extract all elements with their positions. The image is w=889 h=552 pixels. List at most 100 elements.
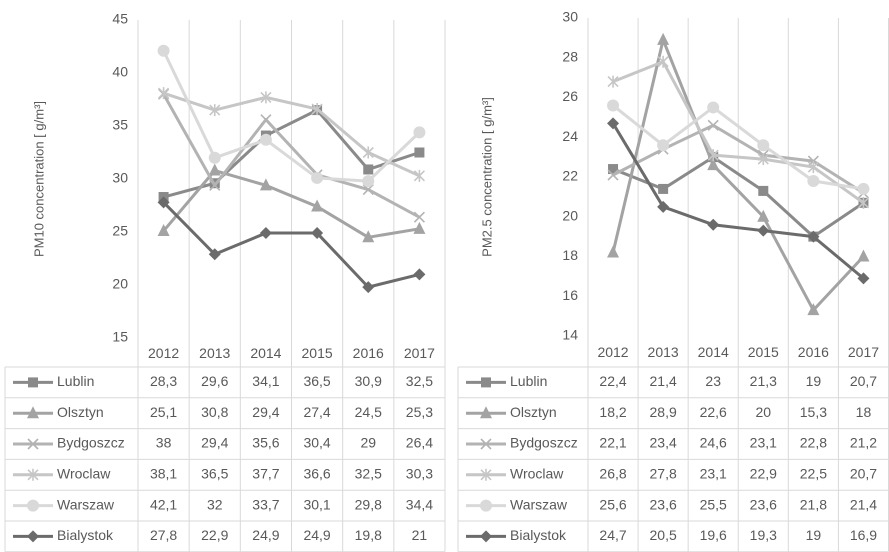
marker <box>657 55 669 68</box>
table-cell: 22,6 <box>700 404 727 420</box>
table-cell: 25,5 <box>700 496 727 512</box>
marker <box>413 169 425 182</box>
marker <box>757 153 769 166</box>
legend-entry: Lublin <box>466 373 547 389</box>
marker <box>158 87 170 100</box>
legend-label: Bydgoszcz <box>57 435 125 451</box>
x-tick-label: 2013 <box>648 344 679 360</box>
legend-label: Olsztyn <box>57 404 104 420</box>
marker <box>27 438 39 450</box>
legend-entry: Bydgoszcz <box>466 435 578 451</box>
table-cell: 33,7 <box>252 496 279 512</box>
x-tick-label: 2012 <box>148 345 179 361</box>
marker <box>707 101 720 114</box>
marker <box>707 149 719 162</box>
marker <box>209 179 221 191</box>
series-line <box>163 108 420 199</box>
table-cell: 37,7 <box>252 466 279 482</box>
marker <box>857 272 870 285</box>
marker <box>807 303 820 316</box>
marker <box>311 103 323 116</box>
table-cell: 23 <box>705 373 721 389</box>
series-line <box>163 91 421 178</box>
x-tick-label: 2017 <box>848 344 879 360</box>
marker <box>259 227 272 240</box>
table-cell: 21 <box>412 527 428 543</box>
marker <box>607 245 620 258</box>
table-cell: 30,4 <box>303 435 330 451</box>
marker <box>480 499 492 512</box>
marker <box>757 139 770 152</box>
marker <box>480 530 492 543</box>
marker <box>260 91 272 104</box>
series-line <box>611 38 865 312</box>
legend-entry: Wroclaw <box>13 466 111 482</box>
y-tick-label: 14 <box>562 327 578 343</box>
table-cell: 25,1 <box>150 404 177 420</box>
series-line <box>611 122 865 280</box>
table-cell: 20 <box>756 404 772 420</box>
y-tick-label: 35 <box>112 117 128 133</box>
legend-entry: Bydgoszcz <box>13 435 125 451</box>
table-cell: 30,1 <box>303 496 330 512</box>
y-tick-label: 25 <box>112 223 128 239</box>
table-cell: 19,6 <box>700 527 727 543</box>
y-axis-title: PM2.5 concentration [ g/m³] <box>479 97 494 257</box>
table-cell: 30,9 <box>355 373 382 389</box>
table-cell: 30,8 <box>201 404 228 420</box>
table-cell: 19,8 <box>355 527 382 543</box>
table-cell: 34,4 <box>406 496 433 512</box>
legend-entry: Olsztyn <box>466 404 557 420</box>
table-cell: 32,5 <box>355 466 382 482</box>
marker <box>857 249 870 262</box>
y-tick-label: 30 <box>112 170 128 186</box>
marker <box>657 139 670 152</box>
marker <box>857 196 870 209</box>
table-cell: 29,4 <box>252 404 279 420</box>
table-cell: 21,8 <box>800 496 827 512</box>
table-cell: 16,9 <box>850 527 877 543</box>
y-tick-label: 15 <box>112 329 128 345</box>
table-cell: 30,3 <box>406 466 433 482</box>
legend-label: Warszaw <box>510 496 568 512</box>
marker <box>413 211 425 223</box>
table-cell: 24,9 <box>252 527 279 543</box>
marker <box>758 185 769 196</box>
marker <box>757 224 770 237</box>
y-tick-label: 20 <box>112 276 128 292</box>
legend-entry: Lublin <box>13 373 94 389</box>
legend-entry: Bialystok <box>13 527 114 543</box>
table-cell: 25,6 <box>599 496 626 512</box>
marker <box>413 221 426 234</box>
marker <box>414 147 425 158</box>
table-cell: 29,6 <box>201 373 228 389</box>
legend-entry: Bialystok <box>466 527 567 543</box>
table-cell: 36,6 <box>303 466 330 482</box>
marker <box>208 248 221 261</box>
marker <box>208 163 221 176</box>
x-tick-label: 2016 <box>353 345 384 361</box>
legend-entry: Wroclaw <box>466 466 564 482</box>
table-cell: 22,8 <box>800 435 827 451</box>
legend-label: Bydgoszcz <box>510 435 578 451</box>
marker <box>27 530 39 543</box>
marker <box>157 223 170 236</box>
table-cell: 34,1 <box>252 373 279 389</box>
marker <box>607 169 619 181</box>
marker <box>413 268 426 281</box>
table-cell: 23,1 <box>700 466 727 482</box>
marker <box>757 209 770 222</box>
marker <box>362 184 374 196</box>
x-tick-label: 2014 <box>250 345 281 361</box>
series-line <box>162 201 420 289</box>
table-cell: 20,7 <box>850 466 877 482</box>
marker <box>607 75 619 88</box>
marker <box>480 468 492 481</box>
legend-entry: Warszaw <box>13 496 115 512</box>
table-cell: 20,5 <box>650 527 677 543</box>
marker <box>311 171 324 184</box>
table-cell: 20,7 <box>850 373 877 389</box>
table-cell: 36,5 <box>201 466 228 482</box>
table-cell: 23,6 <box>650 496 677 512</box>
x-tick-label: 2015 <box>748 344 779 360</box>
